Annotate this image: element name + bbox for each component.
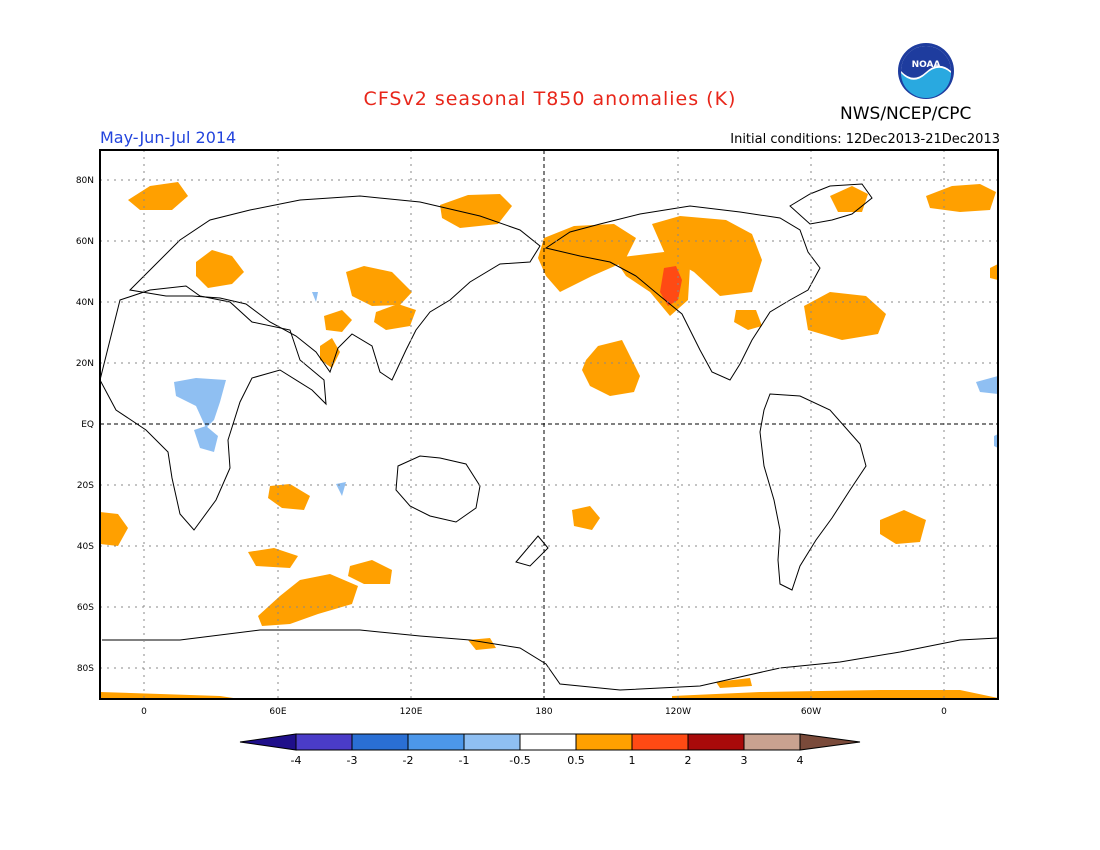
map-frame — [99, 149, 999, 700]
colorbar-label: 0.5 — [567, 754, 585, 767]
colorbar-swatch — [631, 733, 689, 751]
colorbar-label: 4 — [797, 754, 804, 767]
strong-warm-anomaly-region — [660, 266, 682, 306]
colorbar — [239, 733, 861, 751]
colorbar-label: 2 — [685, 754, 692, 767]
lon-label: 120E — [400, 707, 423, 717]
warm-anomaly-regions — [100, 182, 998, 699]
lat-label: 20N — [76, 359, 94, 369]
map-title: CFSv2 seasonal T850 anomalies (K) — [363, 88, 737, 110]
noaa-logo-icon: NOAA — [898, 43, 954, 99]
colorbar-swatch — [799, 733, 861, 751]
initial-conditions: Initial conditions: 12Dec2013-21Dec2013 — [730, 132, 1000, 147]
colorbar-label: -0.5 — [509, 754, 530, 767]
colorbar-swatch — [407, 733, 465, 751]
lat-label: EQ — [81, 420, 94, 430]
equator-and-dateline — [100, 150, 998, 699]
coastlines — [99, 183, 999, 691]
lat-label: 80S — [77, 664, 94, 674]
colorbar-swatch — [687, 733, 745, 751]
colorbar-label: -1 — [459, 754, 470, 767]
colorbar-swatch — [463, 733, 521, 751]
lat-label: 40N — [76, 298, 94, 308]
colorbar-swatch — [295, 733, 353, 751]
colorbar-label: -2 — [403, 754, 414, 767]
colorbar-label: 3 — [741, 754, 748, 767]
lon-label: 60W — [801, 707, 821, 717]
colorbar-label: -3 — [347, 754, 358, 767]
agency-label: NWS/NCEP/CPC — [840, 104, 972, 124]
forecast-period: May-Jun-Jul 2014 — [100, 128, 237, 147]
colorbar-swatch — [519, 733, 577, 751]
lon-label: 0 — [141, 707, 147, 717]
colorbar-label: 1 — [629, 754, 636, 767]
colorbar-swatch — [239, 733, 297, 751]
colorbar-swatch — [743, 733, 801, 751]
lat-label: 80N — [76, 176, 94, 186]
lat-label: 40S — [77, 542, 94, 552]
lon-label: 180 — [535, 707, 552, 717]
colorbar-swatch — [575, 733, 633, 751]
lat-label: 20S — [77, 481, 94, 491]
lon-label: 60E — [269, 707, 286, 717]
svg-text:NOAA: NOAA — [912, 60, 941, 70]
lon-label: 120W — [665, 707, 691, 717]
colorbar-label: -4 — [291, 754, 302, 767]
lon-label: 0 — [941, 707, 947, 717]
lat-label: 60N — [76, 237, 94, 247]
colorbar-swatch — [351, 733, 409, 751]
lat-label: 60S — [77, 603, 94, 613]
